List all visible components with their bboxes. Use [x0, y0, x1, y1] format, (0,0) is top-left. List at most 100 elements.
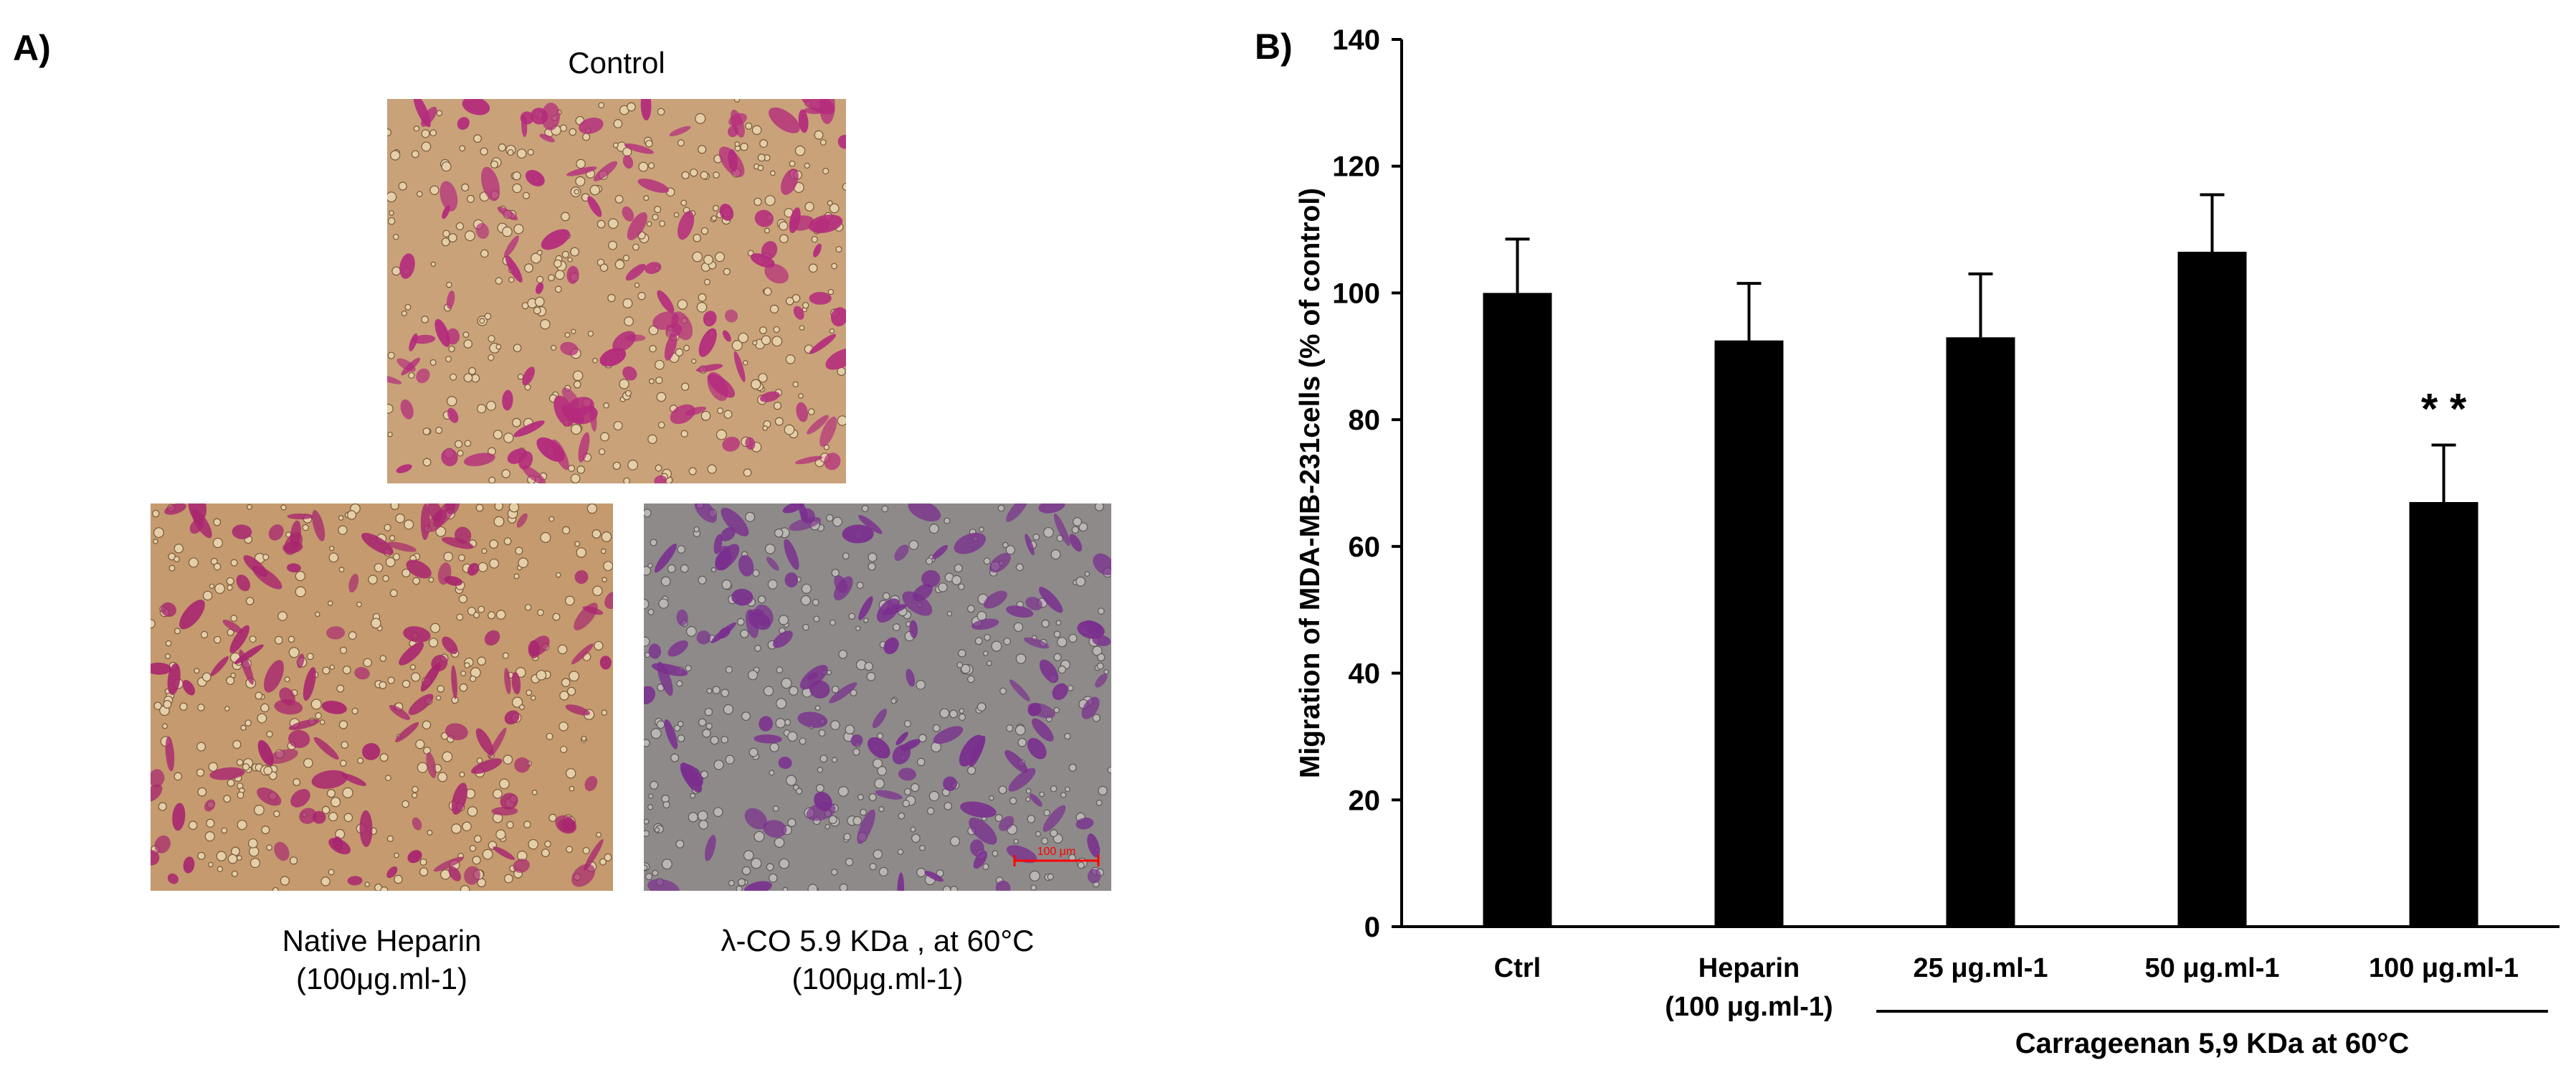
stained-cell — [858, 515, 883, 534]
cell-dot — [464, 440, 472, 447]
stained-cell — [704, 835, 716, 861]
cell-dot — [495, 277, 503, 285]
stained-cell — [209, 767, 245, 780]
x-tick-label-4-0: 100 μg.ml-1 — [2369, 953, 2519, 983]
cell-dot — [878, 806, 885, 813]
stained-cell — [1042, 805, 1066, 832]
stained-cell — [525, 170, 545, 186]
cell-dot — [758, 595, 766, 604]
cell-dot — [655, 464, 662, 472]
cell-dot — [845, 858, 854, 866]
cell-dot — [461, 183, 470, 191]
cell-dot — [280, 504, 287, 511]
bar-1 — [1714, 340, 1784, 927]
cell-dot — [419, 859, 427, 866]
cell-dot — [327, 600, 333, 606]
cell-dot — [598, 102, 605, 109]
stained-cell — [807, 672, 819, 681]
stained-cell — [797, 711, 828, 728]
stained-cell — [867, 737, 890, 759]
cell-dot — [792, 381, 799, 388]
cell-dot — [392, 234, 399, 240]
stained-cell — [395, 722, 419, 742]
cell-dot — [387, 431, 393, 438]
cell-dot — [911, 782, 920, 793]
stained-cell — [766, 557, 779, 571]
lambda-co-micrograph-svg: 100 μm — [644, 503, 1111, 891]
cell-dot — [868, 793, 877, 802]
stained-cell — [772, 630, 793, 648]
stained-cell — [1032, 718, 1054, 742]
stained-cell — [471, 758, 503, 775]
cell-dot — [473, 612, 480, 619]
cell-dot — [681, 171, 690, 179]
cell-dot — [421, 141, 432, 152]
cell-dot — [319, 719, 325, 725]
x-tick-label-0-0: Ctrl — [1494, 953, 1541, 983]
stained-cell — [427, 503, 442, 523]
stained-cell — [1023, 637, 1050, 649]
stained-cell — [232, 524, 252, 539]
cell-dot — [773, 326, 780, 334]
cell-dot — [412, 792, 418, 799]
cell-dot — [902, 800, 911, 808]
cell-dot — [654, 206, 662, 214]
cell-dot — [575, 176, 586, 186]
cell-dot — [866, 671, 876, 681]
cell-dot — [644, 566, 652, 576]
cell-dot — [427, 830, 433, 836]
cell-dot — [561, 250, 569, 259]
cell-dot — [202, 590, 213, 601]
cell-dot — [997, 504, 1005, 512]
cell-dot — [855, 625, 861, 631]
cell-dot — [524, 263, 534, 273]
cell-dot — [280, 876, 290, 886]
cell-dot — [531, 790, 538, 795]
cell-dot — [742, 360, 748, 366]
stained-cell — [579, 117, 604, 134]
cell-dot — [287, 635, 295, 643]
lambda-co-caption-line-1: λ-CO 5.9 KDa , at 60°C — [721, 924, 1035, 957]
cell-dot — [772, 805, 779, 812]
cell-dot — [468, 366, 477, 375]
cell-dot — [647, 434, 657, 445]
cell-dot — [786, 775, 797, 786]
cell-dot — [188, 820, 198, 831]
cell-dot — [751, 858, 762, 869]
cell-dot — [713, 171, 720, 179]
cell-dot — [655, 377, 663, 384]
cell-dot — [188, 557, 199, 568]
cell-dot — [495, 610, 506, 620]
cell-dot — [512, 417, 521, 427]
stained-cell — [647, 879, 680, 891]
stained-cell — [829, 682, 857, 704]
cell-dot — [675, 839, 685, 848]
cell-dot — [387, 217, 396, 225]
cell-dot — [983, 557, 991, 565]
cell-dot — [1043, 809, 1050, 816]
cell-dot — [830, 720, 840, 730]
cell-dot — [725, 755, 735, 765]
cell-dot — [380, 886, 389, 891]
cell-dot — [1097, 653, 1106, 662]
stained-cell — [678, 211, 695, 240]
cell-dot — [613, 421, 623, 431]
stained-cell — [790, 215, 814, 231]
cell-dot — [511, 696, 523, 708]
cell-dot — [695, 113, 706, 124]
cell-dot — [174, 556, 180, 562]
cell-dot — [598, 448, 606, 455]
cell-dot — [637, 292, 646, 301]
cell-dot — [1013, 838, 1019, 844]
stained-cell — [341, 773, 366, 786]
cell-dot — [680, 564, 689, 573]
cell-dot — [320, 876, 331, 886]
cell-dot — [442, 751, 453, 762]
stained-cell — [798, 109, 809, 133]
bar-4 — [2409, 502, 2478, 927]
stained-cell — [969, 817, 997, 845]
cell-dot — [385, 775, 391, 782]
cell-dot — [586, 503, 598, 514]
cell-dot — [214, 635, 222, 644]
cell-dot — [677, 734, 685, 742]
